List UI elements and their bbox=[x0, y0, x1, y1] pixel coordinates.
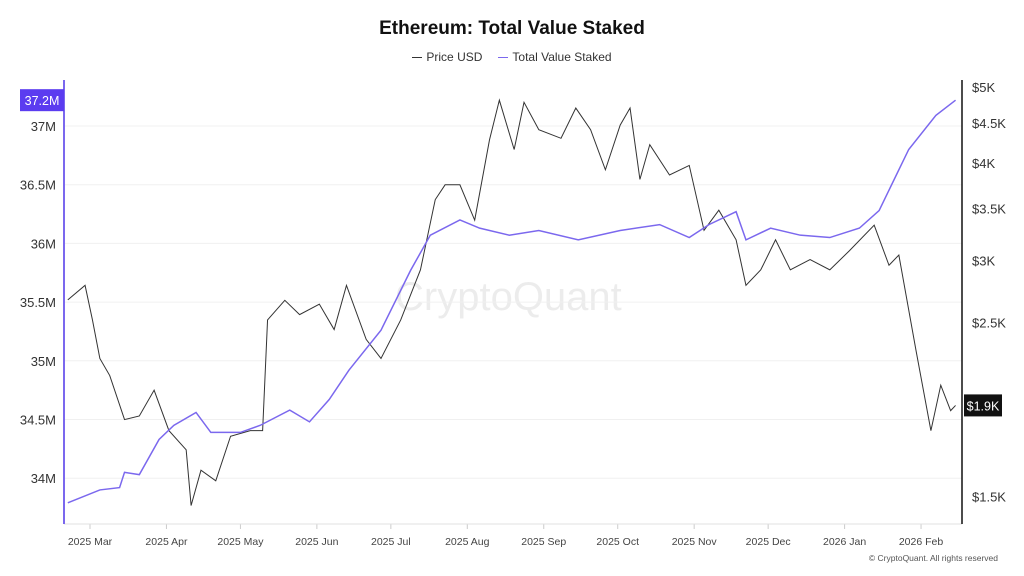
legend-item-price[interactable]: Price USD bbox=[412, 50, 482, 64]
left-tick-label: 34.5M bbox=[20, 413, 56, 428]
current-price-label: $1.9K bbox=[967, 399, 1000, 413]
copyright: © CryptoQuant. All rights reserved bbox=[868, 553, 998, 563]
right-tick-label: $3K bbox=[972, 254, 995, 269]
left-tick-label: 35M bbox=[31, 354, 56, 369]
x-tick-label: 2025 Aug bbox=[445, 536, 490, 548]
right-tick-label: $3.5K bbox=[972, 201, 1006, 216]
x-tick-label: 2025 Sep bbox=[521, 536, 566, 548]
legend: Price USD Total Value Staked bbox=[0, 50, 1024, 64]
left-tick-label: 36.5M bbox=[20, 178, 56, 193]
x-tick-label: 2026 Feb bbox=[899, 536, 944, 548]
total-value-staked-line bbox=[67, 99, 957, 504]
x-tick-label: 2025 May bbox=[217, 536, 264, 548]
x-tick-label: 2025 Mar bbox=[68, 536, 113, 548]
right-tick-label: $1.5K bbox=[972, 489, 1006, 504]
left-tick-label: 35.5M bbox=[20, 295, 56, 310]
x-tick-label: 2025 Jul bbox=[371, 536, 411, 548]
chart-title: Ethereum: Total Value Staked bbox=[379, 18, 645, 39]
right-tick-label: $4K bbox=[972, 156, 995, 171]
x-tick-label: 2025 Oct bbox=[596, 536, 639, 548]
right-tick-label: $2.5K bbox=[972, 316, 1006, 331]
current-staked-badge bbox=[20, 89, 64, 112]
x-tick-label: 2025 Jun bbox=[295, 536, 338, 548]
x-tick-label: 2025 Dec bbox=[746, 536, 791, 548]
legend-item-staked[interactable]: Total Value Staked bbox=[498, 50, 612, 64]
price-usd-line bbox=[67, 98, 956, 506]
x-tick-label: 2026 Jan bbox=[823, 536, 866, 548]
current-staked-label: 37.2M bbox=[25, 94, 60, 108]
left-tick-label: 34M bbox=[31, 471, 56, 486]
right-tick-label: $4.5K bbox=[972, 116, 1006, 131]
left-tick-label: 37M bbox=[31, 119, 56, 134]
left-tick-label: 36M bbox=[31, 236, 56, 251]
right-tick-label: $5K bbox=[972, 80, 995, 95]
x-tick-label: 2025 Apr bbox=[145, 536, 188, 548]
watermark: CryptoQuant bbox=[395, 275, 622, 319]
current-price-badge bbox=[964, 394, 1002, 417]
x-tick-label: 2025 Nov bbox=[672, 536, 718, 548]
